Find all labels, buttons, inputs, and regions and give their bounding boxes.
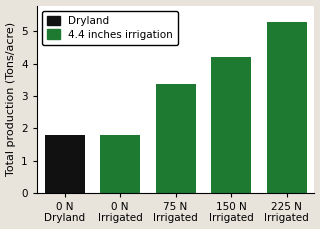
Y-axis label: Total production (Tons/acre): Total production (Tons/acre) — [5, 22, 16, 176]
Bar — [100, 135, 140, 193]
Legend: Dryland, 4.4 inches irrigation: Dryland, 4.4 inches irrigation — [42, 11, 178, 45]
Bar — [267, 22, 307, 193]
Bar — [211, 57, 251, 193]
Bar — [44, 135, 84, 193]
Bar — [156, 84, 196, 193]
